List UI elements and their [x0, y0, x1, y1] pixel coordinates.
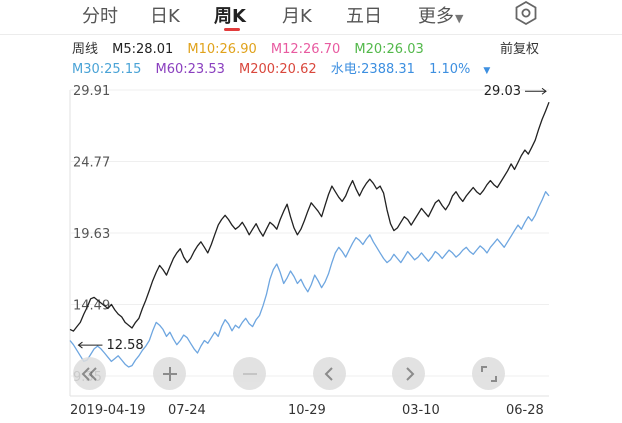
scroll-right-button[interactable]: [392, 357, 425, 390]
double-chevron-left-icon: [81, 366, 97, 381]
ma5-label: M5:28.01: [112, 42, 174, 57]
y-tick-label: 24.77: [73, 156, 110, 171]
tab-monthly-k[interactable]: 月K: [282, 6, 312, 27]
expand-icon: [480, 365, 497, 382]
tab-intraday[interactable]: 分时: [82, 6, 118, 27]
active-tab-indicator: [224, 28, 240, 31]
ma60-label: M60:23.53: [155, 62, 225, 77]
x-tick-label: 2019-04-19: [70, 403, 146, 418]
compare-pct-value: 1.10%: [429, 62, 471, 77]
x-tick-label: 10-29: [288, 403, 326, 418]
x-tick-label: 06-28: [506, 403, 544, 418]
tab-daily-k[interactable]: 日K: [150, 6, 180, 27]
price-line: [69, 101, 550, 332]
scroll-to-start-button[interactable]: [73, 357, 106, 390]
price-adjust-toggle[interactable]: 前复权: [500, 42, 540, 57]
zoom-in-button[interactable]: [153, 357, 186, 390]
y-tick-label: 19.63: [73, 227, 110, 242]
tab-more[interactable]: 更多▼: [418, 2, 463, 28]
settings-button[interactable]: [513, 0, 539, 26]
minus-icon: [242, 372, 257, 375]
plus-icon: [162, 366, 177, 381]
ma30-label: M30:25.15: [72, 62, 142, 77]
ma10-label: M10:26.90: [187, 42, 257, 57]
period-tabs: 分时 日K 周K 月K 五日 更多▼: [0, 0, 622, 34]
max-value-label: 29.03: [484, 84, 521, 99]
min-marker-arrow: [77, 341, 83, 349]
ma-legend-row-1: 周线 M5:28.01 M10:26.90 M12:26.70 M20:26.0…: [72, 38, 434, 57]
tab-more-label: 更多: [418, 6, 454, 27]
caret-down-icon: ▼: [455, 12, 464, 25]
caret-down-icon: ▼: [483, 66, 491, 76]
compare-index-label: 水电:2388.31: [330, 62, 415, 77]
ma12-label: M12:26.70: [270, 42, 341, 57]
period-label: 周线: [72, 42, 99, 57]
tab-weekly-k[interactable]: 周K: [214, 6, 246, 27]
tabs-divider: [0, 34, 622, 35]
settings-icon: [515, 0, 537, 26]
y-tick-label: 29.91: [73, 84, 110, 99]
fullscreen-button[interactable]: [472, 357, 505, 390]
zoom-out-button[interactable]: [233, 357, 266, 390]
x-tick-label: 03-10: [402, 403, 440, 418]
index-line: [69, 191, 550, 368]
chevron-left-icon: [324, 366, 333, 381]
ma20-label: M20:26.03: [354, 42, 424, 57]
x-tick-label: 07-24: [168, 403, 206, 418]
max-marker-arrow: [541, 87, 547, 95]
scroll-left-button[interactable]: [313, 357, 346, 390]
ma200-label: M200:20.62: [239, 62, 317, 77]
min-value-label: 12.58: [106, 338, 143, 353]
compare-index-pct[interactable]: 1.10% ▼: [429, 62, 500, 77]
tab-five-day[interactable]: 五日: [346, 6, 382, 27]
chevron-right-icon: [405, 366, 414, 381]
ma-legend-row-2: M30:25.15 M60:23.53 M200:20.62 水电:2388.3…: [72, 58, 510, 77]
